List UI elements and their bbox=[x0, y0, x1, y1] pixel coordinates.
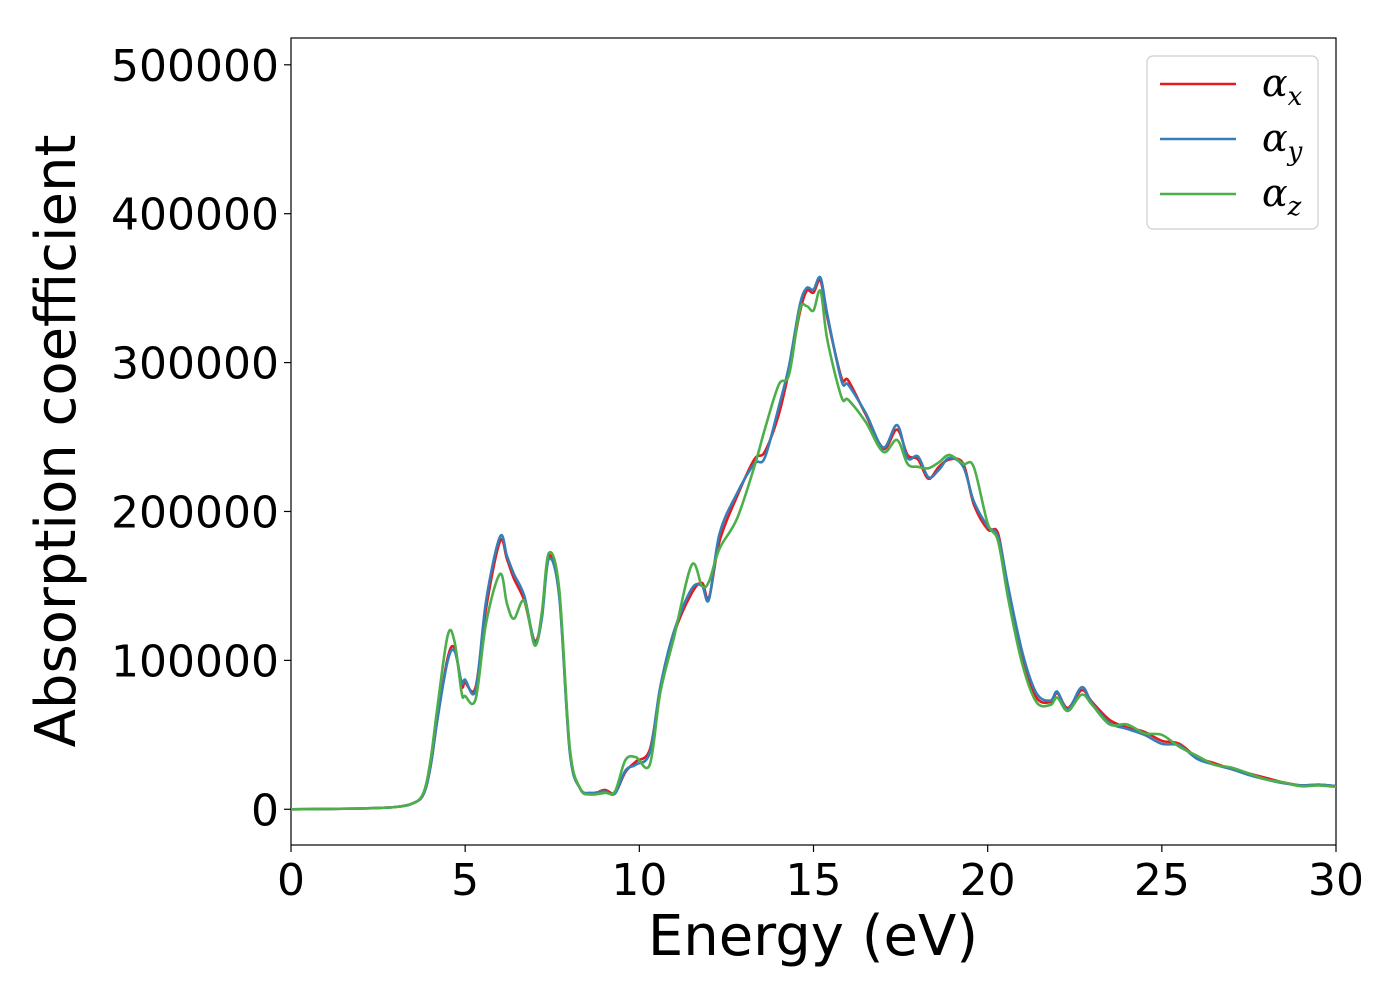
series-layer bbox=[291, 275, 1336, 811]
x-tick-label: 0 bbox=[277, 855, 305, 906]
x-tick-label: 20 bbox=[960, 855, 1016, 906]
x-tick-label: 30 bbox=[1308, 855, 1364, 906]
x-tick-label: 15 bbox=[786, 855, 842, 906]
y-axis-label: Absorption coefficient bbox=[24, 135, 89, 748]
legend-label-alpha-z: αz bbox=[1262, 171, 1302, 222]
y-axis: 0 100000 200000 300000 400000 500000 bbox=[111, 41, 291, 836]
x-tick-label: 25 bbox=[1134, 855, 1190, 906]
y-tick-label: 100000 bbox=[111, 636, 279, 687]
y-tick-label: 200000 bbox=[111, 487, 279, 538]
y-tick-label: 0 bbox=[251, 785, 279, 836]
legend-box bbox=[1146, 55, 1319, 230]
x-tick-label: 5 bbox=[451, 855, 479, 906]
y-tick-label: 400000 bbox=[111, 190, 279, 241]
series-line-alpha-z bbox=[291, 289, 1336, 811]
y-tick-label: 500000 bbox=[111, 41, 279, 92]
x-axis: 0 5 10 15 20 25 30 bbox=[277, 845, 1364, 906]
legend-label-alpha-x: αx bbox=[1262, 61, 1303, 112]
x-axis-label: Energy (eV) bbox=[648, 904, 978, 969]
legend-label-alpha-y: αy bbox=[1262, 116, 1303, 167]
y-tick-label: 300000 bbox=[111, 339, 279, 390]
x-tick-label: 10 bbox=[611, 855, 667, 906]
